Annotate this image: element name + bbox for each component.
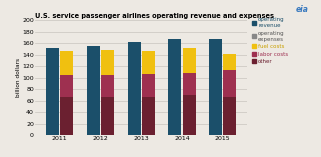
Bar xyxy=(60,75,74,97)
Bar xyxy=(142,74,155,97)
Bar xyxy=(183,95,195,135)
Bar xyxy=(101,50,114,75)
Bar xyxy=(183,73,195,95)
Bar xyxy=(142,97,155,135)
Text: eia: eia xyxy=(295,5,308,14)
Bar xyxy=(209,39,222,135)
Bar xyxy=(127,42,141,135)
Bar xyxy=(223,70,236,97)
Bar xyxy=(101,97,114,135)
Text: U.S. service passenger airlines operating revenue and expenses: U.S. service passenger airlines operatin… xyxy=(35,13,274,19)
Bar xyxy=(60,97,74,135)
Bar xyxy=(87,46,100,135)
Bar xyxy=(101,75,114,97)
Bar xyxy=(60,51,74,75)
Legend: operating
revenue, operating
expenses, fuel costs, labor costs, other: operating revenue, operating expenses, f… xyxy=(252,17,288,64)
Y-axis label: billion dollars: billion dollars xyxy=(16,58,21,97)
Bar xyxy=(223,97,236,135)
Bar xyxy=(142,51,155,74)
Bar xyxy=(168,39,181,135)
Bar xyxy=(223,54,236,70)
Bar xyxy=(46,48,59,135)
Bar xyxy=(183,49,195,73)
